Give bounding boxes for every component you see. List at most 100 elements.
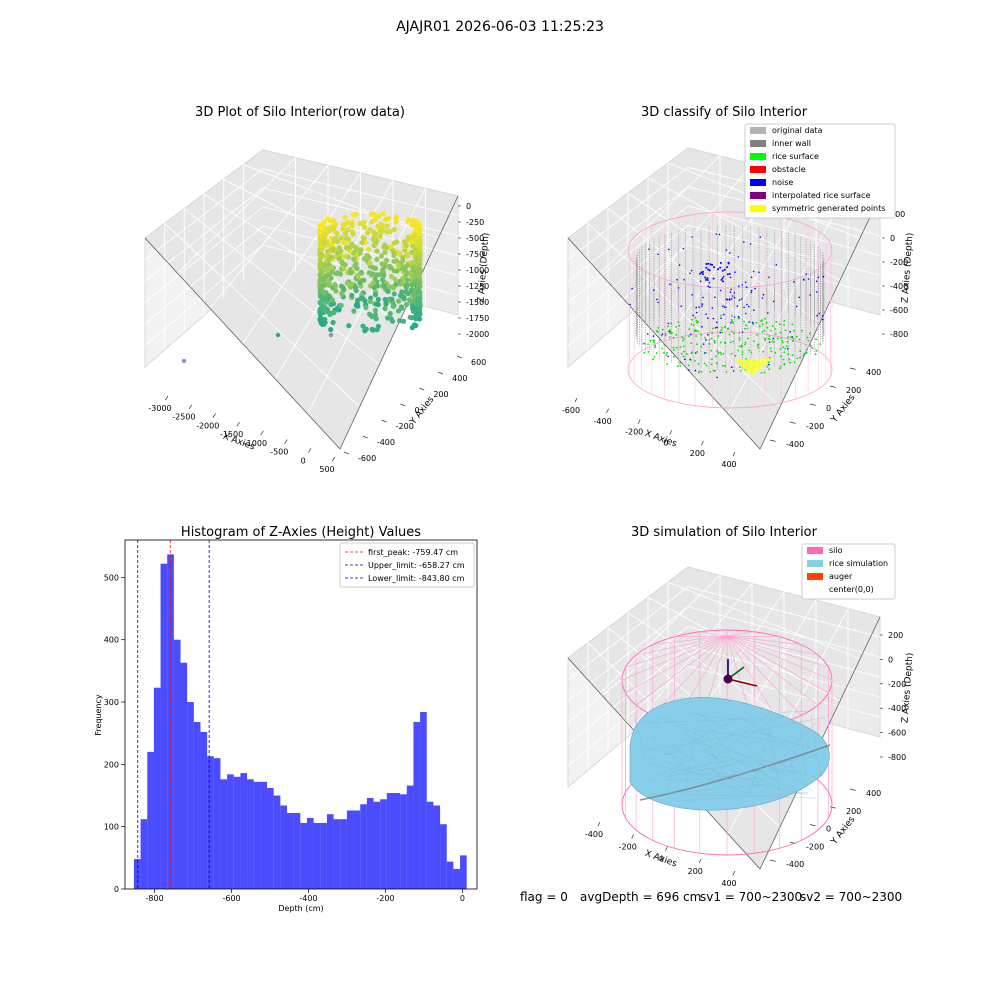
histogram-bar: [153, 687, 161, 889]
noise-point: [741, 331, 744, 333]
data-point: [350, 212, 357, 218]
y-tick-label: -600: [358, 454, 376, 463]
rice-surface-point: [761, 331, 764, 333]
noise-point: [750, 291, 752, 294]
rice-surface-point: [673, 349, 675, 351]
data-point: [410, 243, 416, 249]
histogram-bar: [306, 817, 314, 889]
rice-surface-point: [744, 343, 746, 346]
data-point: [317, 272, 323, 278]
data-point: [318, 237, 324, 244]
y-tick-label: 100: [104, 823, 119, 832]
z-tick-label: 200: [888, 631, 903, 640]
rice-surface-point: [719, 341, 722, 344]
rice-surface-point: [666, 352, 668, 354]
rice-surface-point: [677, 365, 679, 368]
rice-surface-point: [795, 335, 798, 338]
data-point: [360, 235, 366, 241]
legend-swatch: [750, 166, 766, 173]
data-point: [337, 271, 343, 277]
data-point: [375, 296, 381, 303]
histogram-bar: [400, 794, 407, 889]
rice-surface-point: [734, 355, 737, 357]
rice-surface-point: [668, 336, 671, 339]
rice-surface-point: [664, 334, 667, 337]
rice-surface-point: [806, 336, 809, 339]
noise-point: [737, 256, 740, 258]
rice-surface-point: [644, 342, 646, 345]
x-tick-label: -400: [585, 830, 603, 839]
data-point: [385, 315, 391, 321]
x-tick-label: -400: [594, 417, 612, 426]
data-point: [409, 249, 415, 256]
noise-point: [733, 292, 736, 294]
panel3-title: Histogram of Z-Axies (Height) Values: [181, 525, 421, 540]
rice-surface-point: [698, 370, 701, 373]
data-point: [396, 298, 402, 304]
rice-surface-point: [798, 338, 801, 341]
rice-surface-point: [677, 321, 680, 323]
data-point: [387, 311, 393, 317]
data-point: [379, 228, 385, 234]
noise-point: [768, 276, 770, 279]
histogram-bar: [213, 758, 221, 890]
data-point: [413, 316, 419, 322]
data-point: [409, 282, 415, 288]
rice-surface-point: [680, 352, 683, 355]
noise-point: [767, 312, 769, 314]
noise-point: [653, 289, 655, 291]
noise-point: [737, 315, 740, 318]
noise-point: [705, 263, 708, 265]
histogram-bar: [373, 801, 381, 889]
data-point: [332, 236, 338, 242]
y-tick-label: 0: [114, 885, 119, 894]
z-axis-label: Z Axies (Depth): [477, 232, 492, 303]
y-tick-label: 200: [846, 807, 861, 816]
noise-point: [719, 289, 722, 292]
rice-surface-point: [779, 331, 782, 334]
data-point: [378, 253, 384, 259]
histogram-bar: [380, 799, 387, 889]
data-point: [370, 280, 376, 286]
rice-surface-point: [783, 320, 786, 322]
noise-point: [657, 253, 659, 256]
noise-point: [795, 305, 798, 308]
z-tick-label: -1000: [466, 266, 489, 275]
data-point: [397, 292, 404, 299]
noise-point: [818, 312, 821, 315]
rice-surface-point: [782, 341, 784, 344]
rice-surface-point: [696, 350, 699, 353]
x-tick-label: 0: [301, 456, 306, 465]
data-point: [372, 307, 378, 313]
data-point: [338, 302, 344, 308]
data-point: [330, 319, 336, 326]
data-point: [349, 292, 355, 298]
data-point: [416, 227, 422, 233]
noise-point: [723, 268, 726, 271]
rice-surface-point: [741, 353, 744, 356]
rice-surface-point: [772, 341, 775, 344]
noise-point: [719, 266, 722, 269]
noise-point: [702, 273, 704, 276]
rice-surface-point: [669, 332, 672, 335]
rice-surface-point: [708, 343, 711, 345]
data-point: [341, 239, 347, 245]
y-tick-label: 400: [866, 368, 881, 377]
data-point: [322, 239, 328, 245]
noise-point: [743, 306, 745, 309]
rice-surface-point: [722, 352, 725, 355]
data-point: [413, 247, 419, 253]
rice-surface-point: [746, 327, 749, 330]
x-tick-label: 500: [319, 465, 334, 474]
data-point: [355, 273, 361, 280]
data-point: [331, 310, 337, 316]
rice-surface-point: [661, 347, 664, 350]
legend-label: noise: [772, 178, 793, 187]
rice-surface-point: [781, 339, 783, 342]
data-point: [369, 271, 375, 277]
noise-point: [722, 275, 725, 278]
legend-label: rice surface: [772, 152, 819, 161]
rice-surface-point: [695, 330, 698, 332]
rice-surface-point: [764, 317, 766, 320]
histogram-bar: [386, 793, 394, 889]
